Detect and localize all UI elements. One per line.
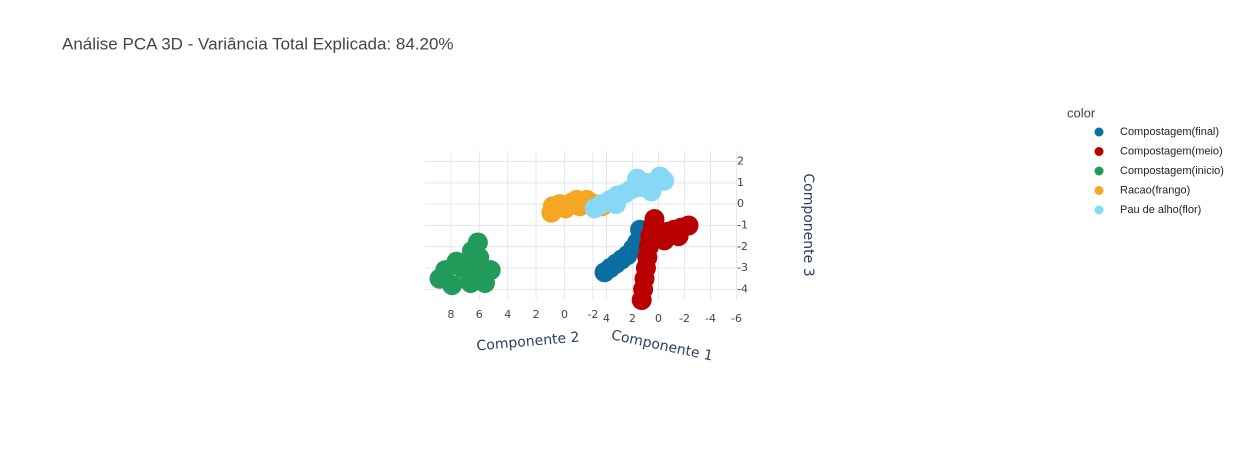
z-tick-label: -3 — [737, 261, 748, 274]
point — [465, 258, 486, 279]
x-tick-label: -4 — [705, 312, 716, 325]
x-axis-title: Componente 1 — [610, 327, 714, 364]
z-tick-label: 0 — [737, 197, 744, 210]
legend-item[interactable]: Compostagem(final) — [1094, 126, 1220, 138]
y-tick-label: 8 — [447, 308, 454, 321]
series — [429, 232, 501, 296]
legend-marker — [1094, 147, 1104, 156]
x-tick-label: -6 — [731, 312, 742, 325]
legend-marker — [1094, 127, 1104, 137]
point — [474, 272, 495, 293]
legend-item[interactable]: Pau de alho(flor) — [1094, 204, 1202, 216]
point — [442, 275, 463, 296]
chart-title: Análise PCA 3D - Variância Total Explica… — [62, 34, 454, 53]
x-tick-label: 4 — [603, 312, 610, 325]
legend-item[interactable]: Compostagem(inicio) — [1094, 165, 1224, 177]
z-axis-title: Componente 3 — [800, 173, 816, 276]
z-tick-label: 1 — [737, 176, 744, 189]
series — [631, 209, 699, 310]
legend-label: Compostagem(final) — [1120, 126, 1219, 138]
point — [605, 194, 626, 215]
z-tick-label: -4 — [737, 282, 748, 295]
z-tick-label: -2 — [737, 240, 748, 253]
y-tick-label: 4 — [504, 308, 511, 321]
legend-label: Compostagem(inicio) — [1120, 165, 1224, 177]
point — [467, 232, 488, 253]
legend-label: Compostagem(meio) — [1120, 145, 1223, 157]
y-tick-label: -2 — [587, 308, 598, 321]
x-tick-label: 2 — [629, 312, 636, 325]
z-tick-label: -1 — [737, 218, 748, 231]
legend-item[interactable]: Compostagem(meio) — [1094, 145, 1223, 157]
legend-marker — [1094, 166, 1104, 176]
x-tick-label: 0 — [655, 312, 662, 325]
y-tick-label: 2 — [533, 308, 540, 321]
y-tick-label: 6 — [476, 308, 483, 321]
legend-title: color — [1067, 105, 1096, 120]
point — [668, 226, 689, 247]
y-tick-label: 0 — [561, 308, 568, 321]
legend-marker — [1094, 205, 1104, 215]
point — [627, 168, 648, 189]
legend-label: Pau de alho(flor) — [1120, 204, 1201, 216]
legend-label: Racao(frango) — [1120, 184, 1190, 196]
point — [641, 181, 662, 202]
legend-item[interactable]: Racao(frango) — [1094, 184, 1191, 196]
z-tick-label: 2 — [737, 155, 744, 168]
x-tick-label: -2 — [679, 312, 690, 325]
point — [566, 189, 587, 210]
point — [644, 209, 665, 230]
legend-marker — [1094, 186, 1104, 195]
series — [584, 166, 675, 219]
point — [649, 166, 670, 187]
y-axis-title: Componente 2 — [476, 330, 580, 355]
